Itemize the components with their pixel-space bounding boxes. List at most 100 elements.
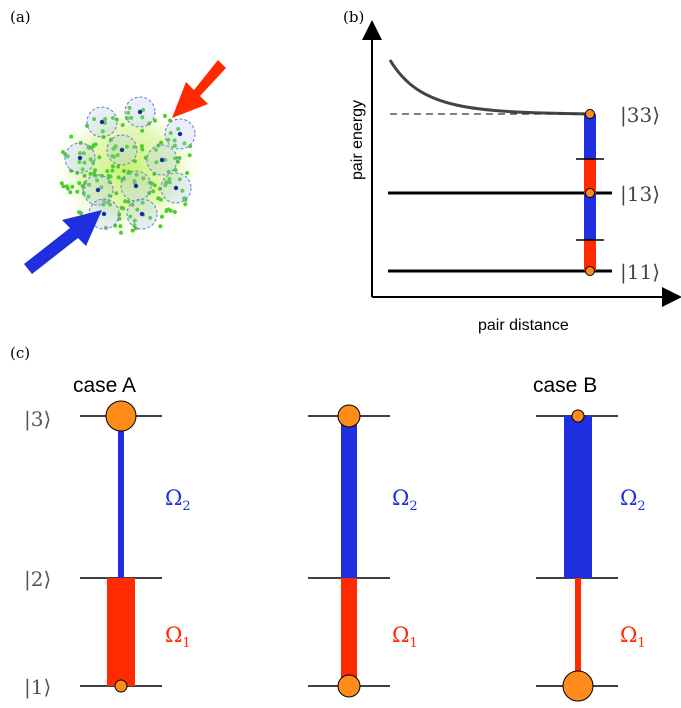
atom-dot bbox=[134, 172, 139, 177]
atom-dot bbox=[82, 173, 87, 178]
case-a-coupling-2 bbox=[118, 416, 124, 578]
atom-dot bbox=[80, 167, 85, 172]
dot-11 bbox=[585, 266, 595, 276]
atom-dot bbox=[126, 199, 131, 204]
y-axis-label: pair energy bbox=[349, 100, 366, 180]
atom-dot bbox=[124, 144, 129, 149]
atom-dot bbox=[69, 168, 73, 173]
middle-pop-3 bbox=[337, 404, 361, 428]
atom-dot bbox=[79, 211, 83, 216]
case-b-coupling-2 bbox=[564, 416, 592, 578]
case-b-title: case B bbox=[533, 374, 597, 397]
case-a-omega2: Ω2 bbox=[165, 486, 191, 514]
rydberg-atom bbox=[77, 155, 83, 161]
atom-dot bbox=[128, 214, 133, 219]
atom-dot bbox=[153, 118, 157, 123]
atom-dot bbox=[107, 174, 112, 179]
rydberg-atom bbox=[173, 185, 179, 191]
label-13: |13⟩ bbox=[620, 182, 660, 207]
atom-dot bbox=[99, 185, 104, 190]
blue-laser-arrow bbox=[24, 210, 102, 274]
case-a-pop-3 bbox=[105, 400, 137, 432]
atom-dot bbox=[65, 186, 70, 191]
atom-dot bbox=[82, 160, 87, 165]
atom-dot bbox=[61, 184, 66, 189]
case-b-coupling-1 bbox=[575, 578, 581, 686]
atom-dot bbox=[140, 128, 145, 133]
bar-blue-lower bbox=[584, 193, 596, 240]
rydberg-atom bbox=[137, 109, 143, 115]
atom-dot bbox=[127, 105, 132, 110]
middle-pop-1 bbox=[337, 674, 361, 698]
panel-a-label: (a) bbox=[10, 8, 31, 26]
atom-dot bbox=[105, 169, 110, 174]
atom-dot bbox=[81, 151, 86, 156]
atom-dot bbox=[135, 207, 140, 212]
atom-dot bbox=[183, 202, 188, 207]
middle-omega2: Ω2 bbox=[392, 486, 418, 514]
atom-cloud bbox=[50, 96, 206, 242]
panel-b-label: (b) bbox=[343, 8, 364, 26]
atom-dot bbox=[88, 157, 93, 162]
atom-dot bbox=[110, 116, 115, 120]
level-label-3: |3⟩ bbox=[24, 407, 51, 432]
panel-c-label: (c) bbox=[10, 344, 30, 362]
atom-dot bbox=[140, 147, 145, 152]
case-b-pop-1 bbox=[562, 670, 594, 702]
dot-33 bbox=[585, 109, 595, 119]
atom-dot bbox=[102, 198, 106, 203]
rydberg-atom bbox=[95, 187, 101, 193]
atom-dot bbox=[123, 199, 128, 204]
atom-dot bbox=[117, 216, 122, 221]
case-b-pop-3 bbox=[571, 409, 585, 423]
atom-dot bbox=[140, 115, 145, 120]
atom-dot bbox=[120, 177, 125, 182]
atom-dot bbox=[92, 171, 97, 176]
atom-dot bbox=[132, 218, 137, 223]
atom-dot bbox=[148, 215, 153, 220]
atom-dot bbox=[113, 144, 118, 149]
atom-dot bbox=[69, 134, 74, 139]
atom-dot bbox=[153, 147, 158, 152]
atom-dot bbox=[95, 178, 100, 183]
atom-dot bbox=[107, 180, 112, 185]
atom-dot bbox=[77, 160, 82, 164]
atom-dot bbox=[172, 138, 177, 143]
atom-dot bbox=[176, 127, 181, 131]
atom-dot bbox=[156, 196, 161, 201]
atom-dot bbox=[132, 144, 137, 149]
atom-dot bbox=[141, 107, 146, 112]
atom-dot bbox=[70, 184, 75, 189]
atom-dot bbox=[160, 214, 164, 219]
dot-13 bbox=[585, 188, 595, 198]
atom-dot bbox=[81, 185, 86, 190]
atom-dot bbox=[152, 183, 157, 188]
atom-dot bbox=[127, 171, 132, 176]
atom-dot bbox=[143, 155, 148, 160]
middle-coupling-2 bbox=[341, 416, 357, 578]
middle-coupling-1 bbox=[341, 578, 357, 686]
atom-dot bbox=[68, 190, 73, 195]
rydberg-atom bbox=[159, 157, 165, 163]
atom-dot bbox=[151, 189, 156, 194]
atom-dot bbox=[59, 181, 64, 186]
atom-dot bbox=[114, 191, 119, 196]
atom-dot bbox=[118, 224, 123, 229]
atom-dot bbox=[116, 175, 121, 180]
atom-dot bbox=[172, 143, 177, 148]
atom-dot bbox=[110, 154, 115, 159]
atom-dot bbox=[107, 193, 112, 198]
atom-dot bbox=[140, 200, 145, 205]
atom-dot bbox=[173, 168, 178, 172]
atom-dot bbox=[168, 131, 173, 135]
atom-dot bbox=[185, 171, 190, 175]
atom-dot bbox=[177, 156, 182, 160]
atom-dot bbox=[87, 182, 92, 187]
atom-dot bbox=[86, 194, 91, 199]
atom-dot bbox=[158, 224, 163, 229]
bar-blue-upper bbox=[584, 114, 596, 159]
atom-dot bbox=[99, 173, 104, 178]
atom-dot bbox=[100, 129, 105, 134]
atom-dot bbox=[61, 150, 65, 154]
